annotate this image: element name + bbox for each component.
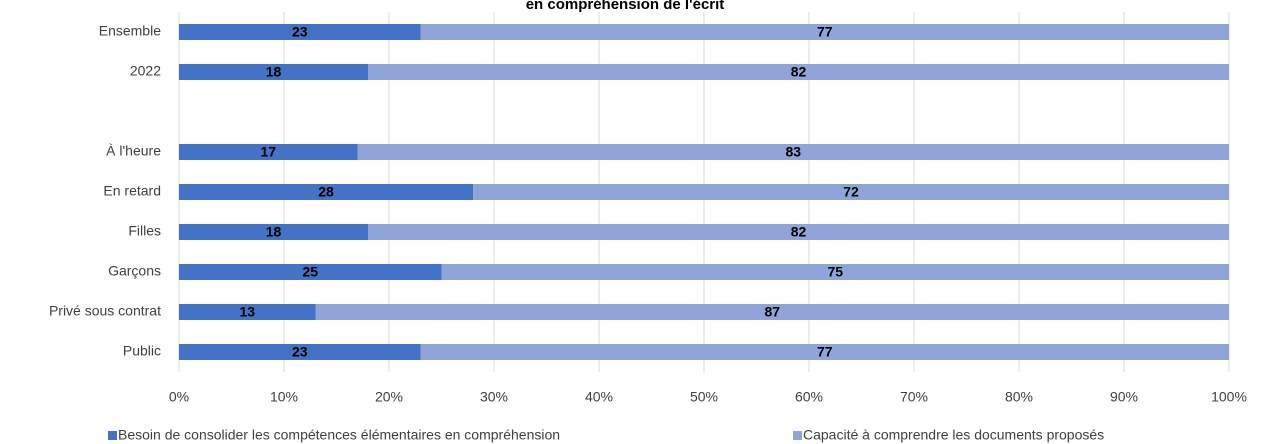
y-tick-label: Filles [128,223,161,239]
value-label: 13 [239,304,255,320]
bar-segment [368,64,1229,80]
value-label: 83 [785,144,801,160]
value-label: 75 [827,264,843,280]
bar-segment [357,144,1229,160]
y-tick-label: Ensemble [99,23,161,39]
value-label: 18 [266,64,282,80]
x-tick-label: 10% [270,389,298,405]
bar-segment [179,224,368,240]
bar-segment [420,24,1229,40]
y-tick-label: Garçons [108,263,161,279]
value-label: 23 [292,24,308,40]
x-tick-label: 80% [1005,389,1033,405]
bar-segment [368,224,1229,240]
bar-segment [315,304,1229,320]
legend-swatch [793,431,802,440]
y-tick-label: En retard [103,183,161,199]
value-label: 18 [266,224,282,240]
value-label: 25 [302,264,318,280]
x-tick-label: 90% [1110,389,1138,405]
value-label: 77 [817,344,833,360]
x-tick-label: 30% [480,389,508,405]
value-label: 82 [791,64,807,80]
legend-label: Capacité à comprendre les documents prop… [803,427,1104,443]
bar-segment [179,24,421,40]
value-label: 77 [817,24,833,40]
bar-segment [441,264,1229,280]
x-tick-label: 0% [169,389,189,405]
bar-segment [179,144,358,160]
bar-segment [473,184,1229,200]
y-tick-label: À l'heure [106,143,161,159]
value-label: 28 [318,184,334,200]
legend-label: Besoin de consolider les compétences élé… [118,427,560,443]
value-label: 23 [292,344,308,360]
value-label: 72 [843,184,859,200]
bar-segment [179,264,442,280]
y-tick-label: Privé sous contrat [49,303,161,319]
legend-swatch [108,431,117,440]
value-label: 82 [791,224,807,240]
y-tick-label: Public [123,343,161,359]
bar-segment [420,344,1229,360]
x-tick-label: 70% [900,389,928,405]
value-label: 17 [260,144,276,160]
x-tick-label: 50% [690,389,718,405]
value-label: 87 [764,304,780,320]
y-tick-label: 2022 [130,63,161,79]
x-tick-label: 20% [375,389,403,405]
bar-segment [179,64,368,80]
bar-segment [179,304,316,320]
chart-title: en compréhension de l'écrit [526,0,725,13]
x-tick-label: 60% [795,389,823,405]
bar-segment [179,184,473,200]
bar-segment [179,344,421,360]
x-tick-label: 100% [1211,389,1247,405]
x-tick-label: 40% [585,389,613,405]
